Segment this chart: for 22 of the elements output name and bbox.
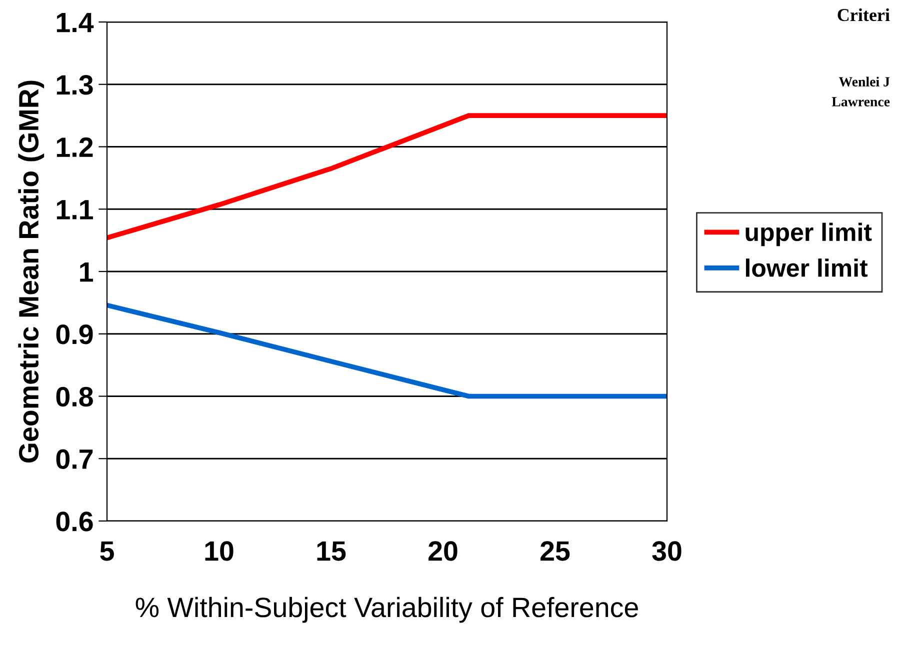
y-tick-label: 0.9 [56, 324, 93, 344]
text: Criteri [838, 8, 890, 22]
x-axis-title: % Within-Subject Variability of Reference [136, 596, 638, 623]
y-tick-label: 1.2 [56, 137, 93, 157]
x-tick-label: 10 [205, 541, 234, 561]
legend-label: upper limit [746, 222, 872, 246]
text: Wenlei J [838, 76, 890, 87]
y-tick-label: 0.7 [56, 449, 93, 469]
y-tick-label: 0.8 [56, 386, 93, 407]
y-tick-label: 1.3 [56, 75, 93, 95]
y-tick-label: 1 [80, 262, 94, 282]
y-tick-label: 1.4 [56, 12, 94, 32]
x-tick-label: 30 [652, 541, 682, 561]
x-tick-label: 5 [100, 541, 114, 561]
y-tick-label: 0.6 [56, 512, 93, 532]
y-axis-title: Geometric Mean Ratio (GMR) [18, 80, 44, 462]
legend-label: lower limit [746, 258, 868, 277]
x-tick-label: 25 [540, 541, 570, 561]
x-tick-label: 20 [428, 541, 458, 561]
text: Lawrence [832, 97, 890, 106]
x-tick-label: 15 [317, 541, 346, 561]
y-tick-label: 1.1 [56, 200, 94, 220]
